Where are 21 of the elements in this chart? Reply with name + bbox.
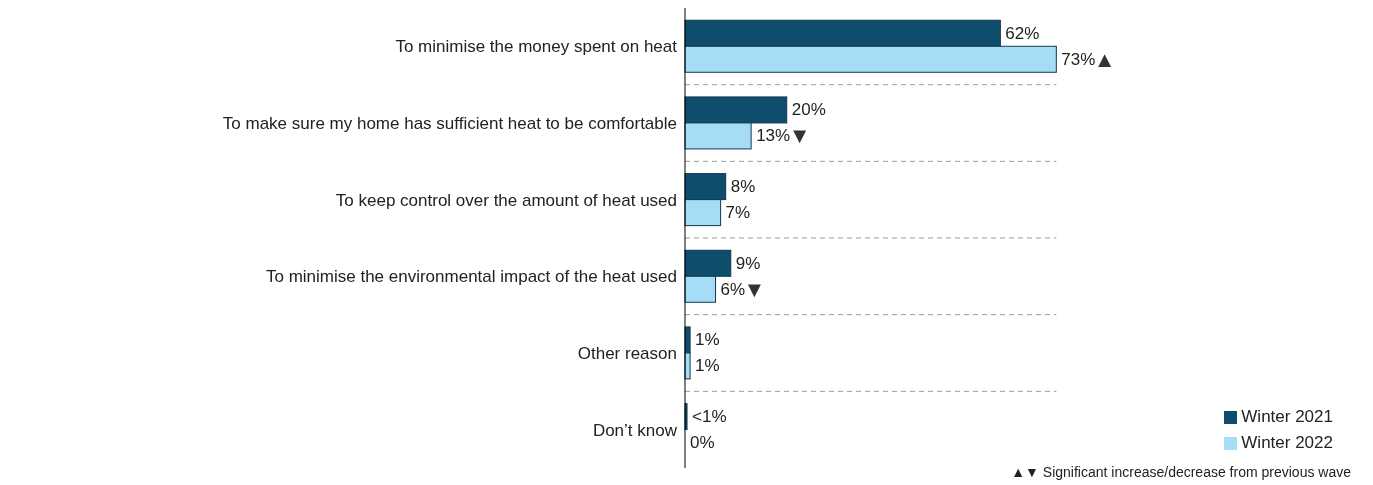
y-tick-label: To minimise the money spent on heat — [395, 37, 678, 57]
y-tick-label: To minimise the environmental impact of the heat used — [265, 267, 677, 287]
data-label: 9% — [735, 253, 761, 273]
data-label: 62% — [1005, 23, 1040, 43]
data-label: <1% — [692, 407, 727, 427]
y-tick-label: To make sure my home has sufficient heat to be comfortable — [222, 114, 677, 134]
legend-label: Winter 2021 — [1241, 407, 1333, 426]
data-label: 73% — [1061, 49, 1096, 69]
y-tick-label: To keep control over the amount of heat used — [335, 190, 677, 210]
data-label: 1% — [695, 330, 720, 350]
data-label: 1% — [695, 356, 720, 376]
legend-label: Winter 2022 — [1241, 433, 1333, 452]
data-label: 6% — [720, 279, 746, 299]
data-label: 7% — [725, 203, 751, 223]
data-label: 8% — [730, 177, 756, 197]
annotation: ▲▼ Significant increase/decrease from previous wave — [1011, 464, 1351, 480]
y-tick-label: Don’t know — [592, 420, 678, 440]
data-label: 20% — [791, 100, 826, 120]
data-label: 13% — [756, 126, 791, 146]
y-tick-label: Other reason — [577, 344, 677, 364]
data-label: 0% — [690, 433, 715, 453]
